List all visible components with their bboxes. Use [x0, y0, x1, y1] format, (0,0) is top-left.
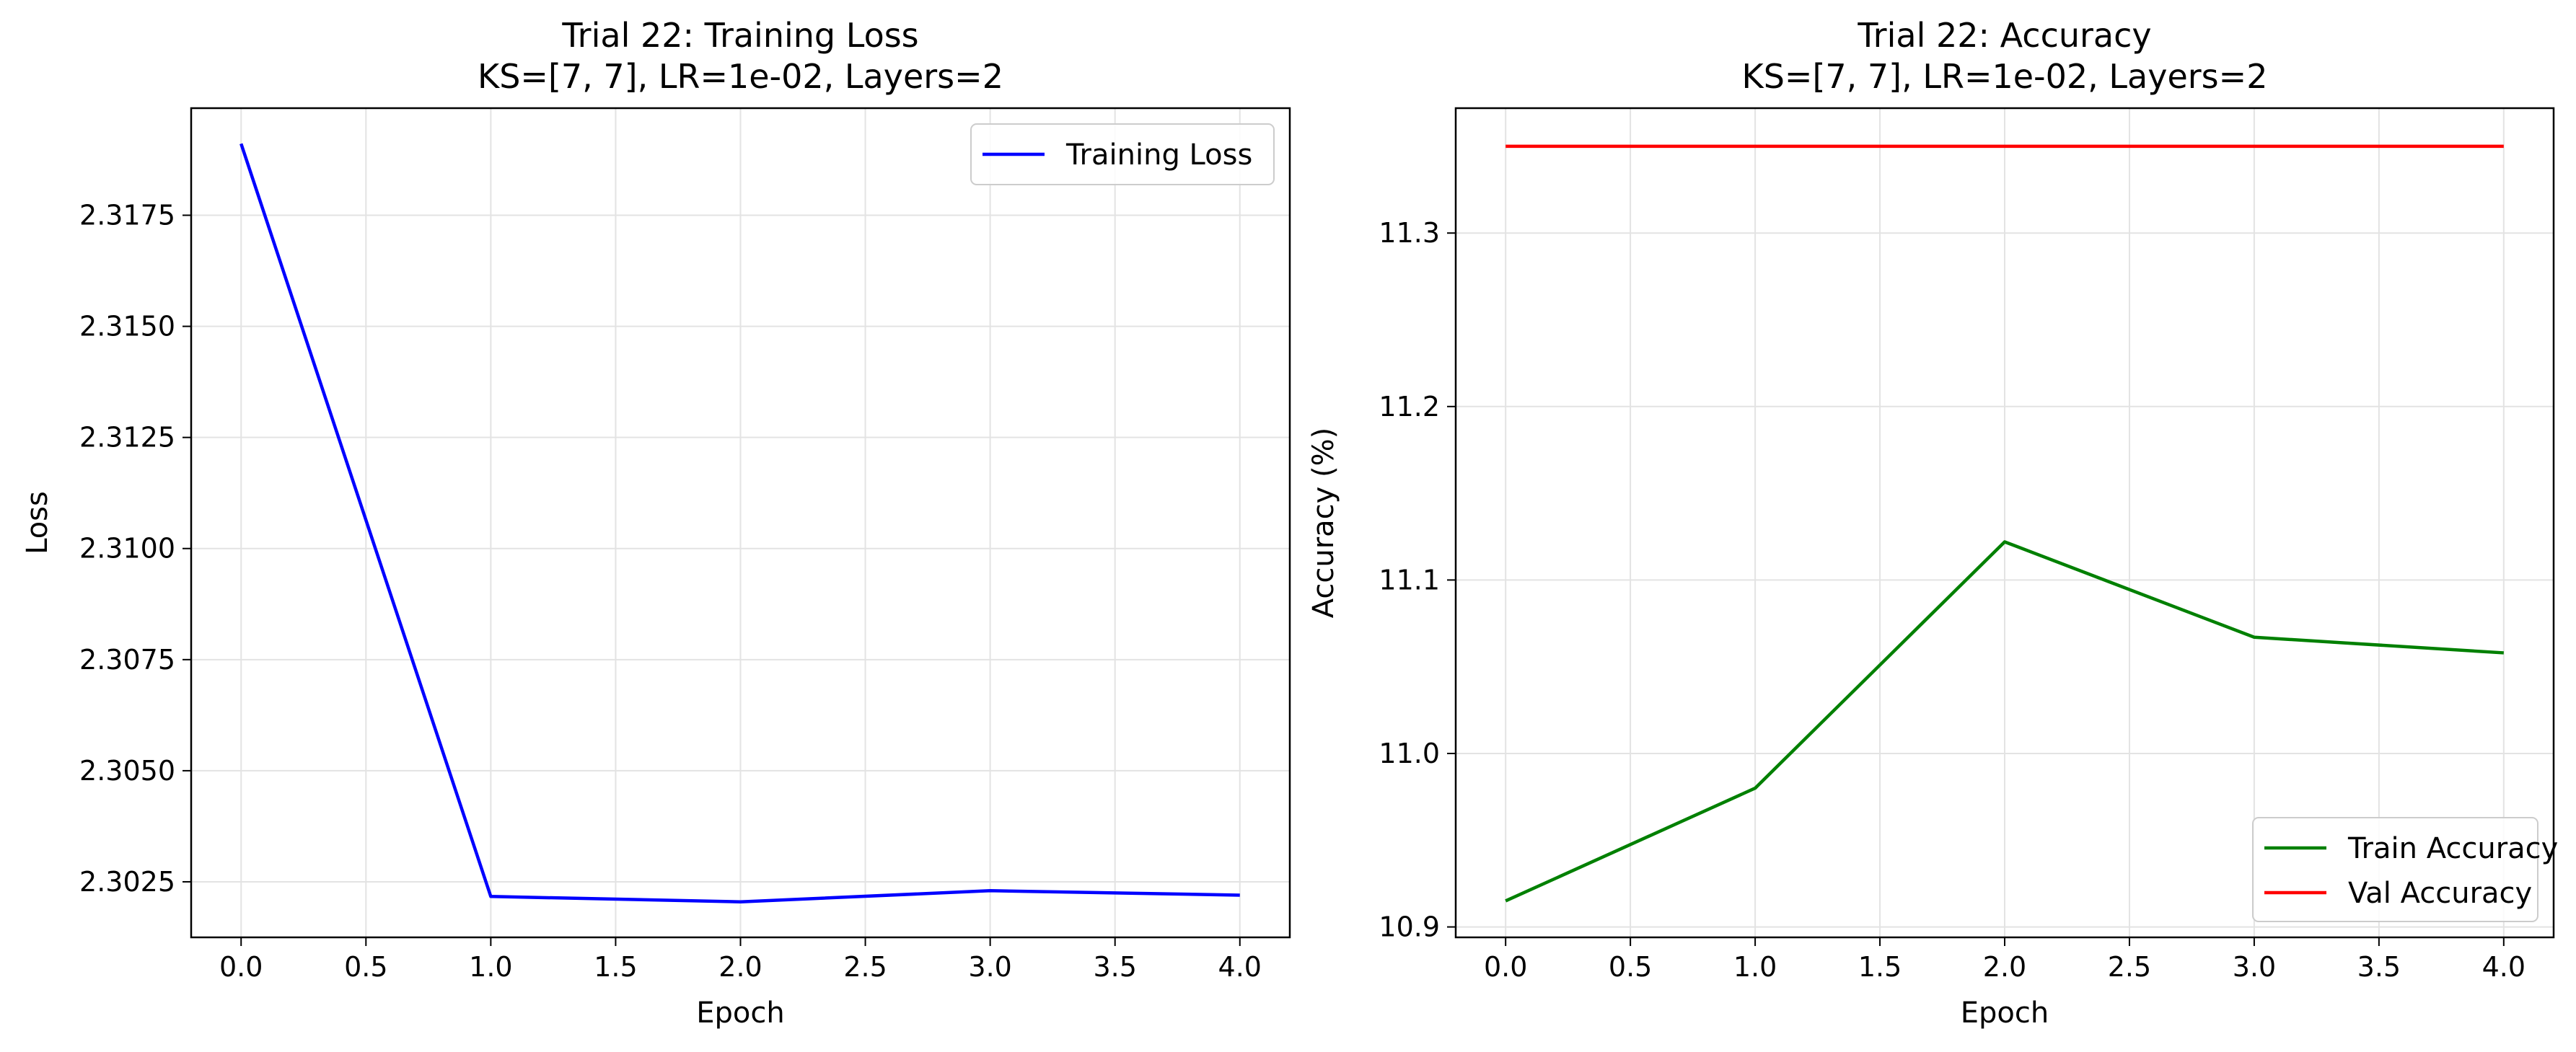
y-tick-label: 11.0 — [1379, 738, 1440, 769]
y-axis-label: Loss — [21, 491, 54, 554]
y-tick-label: 2.3175 — [79, 200, 175, 231]
x-tick-label: 0.5 — [344, 951, 387, 983]
legend: Training Loss — [970, 123, 1275, 185]
x-axis-label: Epoch — [1961, 996, 2049, 1030]
legend: Train Accuracy Val Accuracy — [2252, 817, 2558, 922]
y-tick-label: 2.3100 — [79, 533, 175, 565]
x-tick-label: 2.0 — [718, 951, 762, 983]
plot-frame — [190, 107, 1291, 939]
x-tick-label: 0.0 — [219, 951, 263, 983]
legend-box — [970, 123, 1275, 185]
x-tick-label: 3.0 — [968, 951, 1011, 983]
x-tick-label: 2.0 — [1983, 951, 2026, 983]
x-tick-label: 3.0 — [2233, 951, 2276, 983]
x-tick-label: 1.0 — [469, 951, 512, 983]
legend-label: Train Accuracy — [2347, 832, 2558, 865]
y-tick-label: 2.3125 — [79, 422, 175, 454]
y-tick-label: 2.3025 — [79, 866, 175, 898]
x-tick-label: 4.0 — [2482, 951, 2526, 983]
x-tick-label: 1.5 — [594, 951, 637, 983]
x-tick-label: 2.5 — [843, 951, 887, 983]
y-axis-label: Accuracy (%) — [1307, 428, 1340, 619]
chart-title: Trial 22: Accuracy — [1857, 16, 2151, 55]
y-tick-label: 11.2 — [1379, 391, 1440, 423]
y-tick-label: 10.9 — [1379, 911, 1440, 943]
x-tick-label: 1.0 — [1733, 951, 1777, 983]
x-tick-label: 2.5 — [2108, 951, 2151, 983]
x-tick-label: 3.5 — [2357, 951, 2401, 983]
x-tick-label: 4.0 — [1218, 951, 1262, 983]
legend-label: Training Loss — [1065, 138, 1252, 172]
legend-box — [2252, 817, 2538, 922]
chart-subtitle: KS=[7, 7], LR=1e-02, Layers=2 — [1742, 57, 2268, 96]
x-tick-label: 0.0 — [1484, 951, 1527, 983]
y-tick-label: 2.3050 — [79, 755, 175, 787]
x-tick-label: 0.5 — [1609, 951, 1652, 983]
legend-label: Val Accuracy — [2348, 877, 2532, 910]
chart-subtitle: KS=[7, 7], LR=1e-02, Layers=2 — [478, 57, 1003, 96]
y-tick-label: 11.3 — [1379, 217, 1440, 249]
x-tick-label: 1.5 — [1858, 951, 1902, 983]
plot-frame — [1454, 107, 2555, 939]
series-line-1 — [1505, 540, 2504, 903]
y-tick-label: 2.3150 — [79, 311, 175, 342]
x-tick-label: 3.5 — [1093, 951, 1136, 983]
chart-title: Trial 22: Training Loss — [561, 16, 918, 55]
series-line-1 — [239, 143, 1240, 903]
y-tick-label: 11.1 — [1379, 564, 1440, 596]
x-axis-label: Epoch — [696, 996, 784, 1030]
y-tick-label: 2.3075 — [79, 644, 175, 676]
